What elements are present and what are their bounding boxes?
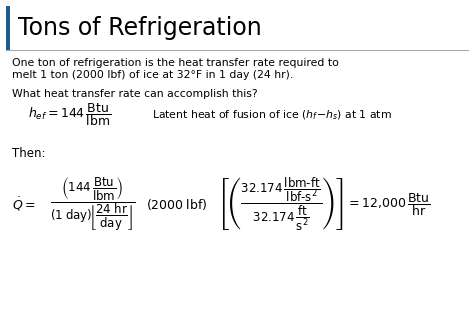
Text: Then:: Then:	[12, 147, 46, 160]
Text: Tons of Refrigeration: Tons of Refrigeration	[18, 16, 262, 40]
Bar	[6, 6, 10, 50]
Text: $\!\left[\left(\dfrac{32.174\,\dfrac{\rm lbm\text{-}ft}{\rm lbf\text{-}s^2}}{32.: $\!\left[\left(\dfrac{32.174\,\dfrac{\rm…	[218, 175, 344, 233]
Text: $h_{ef} = 144\,\dfrac{\rm Btu}{\rm lbm}$: $h_{ef} = 144\,\dfrac{\rm Btu}{\rm lbm}$	[28, 101, 112, 129]
Text: One ton of refrigeration is the heat transfer rate required to: One ton of refrigeration is the heat tra…	[12, 58, 339, 68]
Text: $\!\left(2000\;\rm lbf\right)$: $\!\left(2000\;\rm lbf\right)$	[147, 197, 208, 212]
Text: Latent heat of fusion of ice ($h_f\!-\!h_s$) at 1 atm: Latent heat of fusion of ice ($h_f\!-\!h…	[152, 108, 392, 122]
Text: $= 12{,}000\,\dfrac{\rm Btu}{\rm hr}$: $= 12{,}000\,\dfrac{\rm Btu}{\rm hr}$	[346, 191, 430, 218]
Text: What heat transfer rate can accomplish this?: What heat transfer rate can accomplish t…	[12, 89, 257, 99]
Text: $\dfrac{\left(144\,\dfrac{\rm Btu}{\rm lbm}\right)}{(1\;\rm day)\!\left\lfloor\d: $\dfrac{\left(144\,\dfrac{\rm Btu}{\rm l…	[50, 175, 135, 233]
Text: $\dot{Q} = $: $\dot{Q} = $	[12, 195, 36, 213]
Text: melt 1 ton (2000 lbf) of ice at 32°F in 1 day (24 hr).: melt 1 ton (2000 lbf) of ice at 32°F in …	[12, 70, 293, 80]
